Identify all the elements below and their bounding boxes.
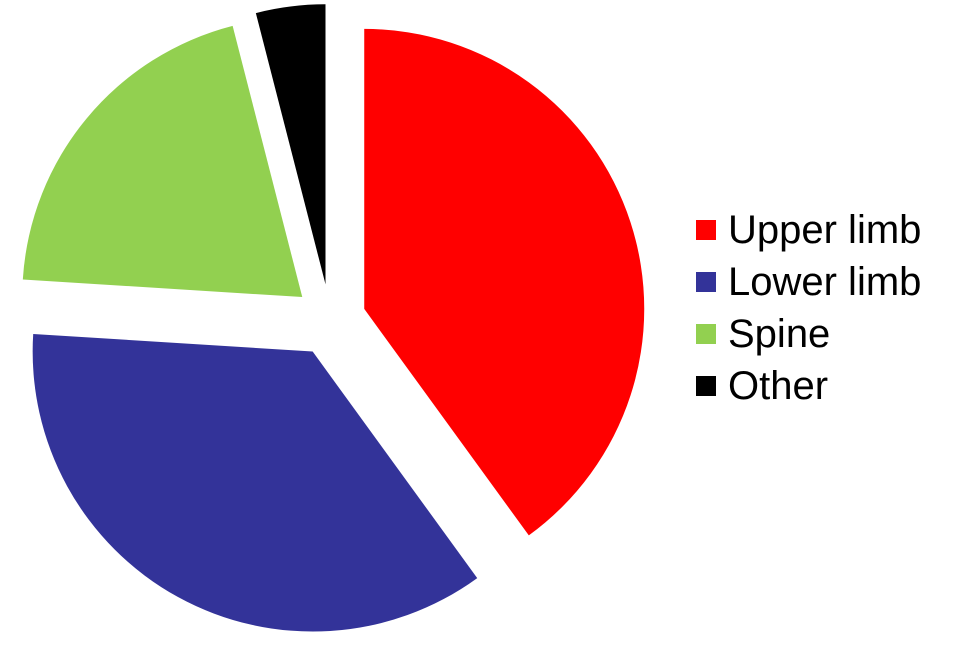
- legend-item-other: Other: [696, 360, 971, 412]
- pie-slice-spine: [22, 25, 303, 298]
- legend-item-lower-limb: Lower limb: [696, 256, 971, 308]
- legend-label-upper-limb: Upper limb: [728, 208, 922, 252]
- pie-slice-lower-limb: [32, 333, 478, 632]
- legend-item-spine: Spine: [696, 308, 971, 360]
- legend-swatch-other: [696, 376, 716, 396]
- legend-swatch-spine: [696, 324, 716, 344]
- legend-label-lower-limb: Lower limb: [728, 260, 922, 304]
- pie-slice-upper-limb: [364, 28, 645, 536]
- pie-slice-other: [255, 4, 326, 285]
- legend-swatch-upper-limb: [696, 220, 716, 240]
- legend-item-upper-limb: Upper limb: [696, 204, 971, 256]
- legend-label-other: Other: [728, 364, 829, 408]
- legend-swatch-lower-limb: [696, 272, 716, 292]
- legend-label-spine: Spine: [728, 312, 831, 356]
- legend: Upper limb Lower limb Spine Other: [696, 204, 971, 412]
